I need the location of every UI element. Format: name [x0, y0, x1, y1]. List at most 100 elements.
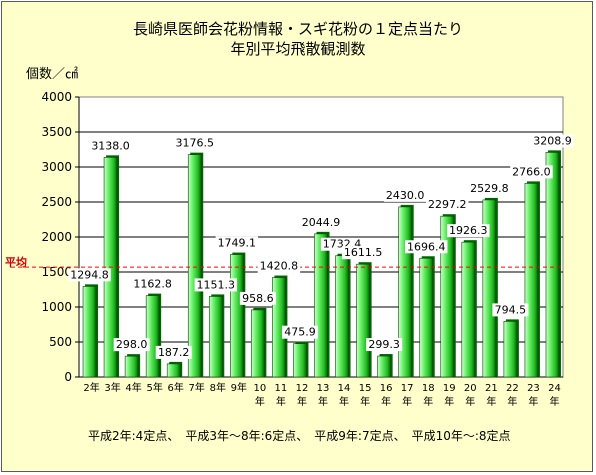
y-tick-label: 0 — [64, 370, 72, 384]
y-tick-label: 2000 — [41, 230, 72, 244]
y-tick-label: 4000 — [41, 90, 72, 104]
data-label-bg — [113, 338, 150, 352]
chart-subtitle: 年別平均飛散観測数 — [230, 40, 366, 58]
data-label: 1420.8 — [260, 260, 299, 273]
data-label-bg — [510, 165, 553, 179]
bar — [166, 363, 181, 378]
x-tick-label-year: 年 — [339, 395, 349, 408]
bar — [356, 263, 370, 378]
data-label: 1294.8 — [70, 268, 109, 281]
bar — [314, 233, 328, 378]
data-label: 794.5 — [495, 303, 527, 316]
x-tick-label-year: 年 — [444, 395, 454, 408]
chart-title: 長崎県医師会花粉情報・スギ花粉の１定点当たり — [132, 20, 463, 38]
data-label-bg — [531, 134, 574, 148]
x-tick-label: 6年 — [168, 381, 184, 394]
data-label-bg — [426, 198, 469, 212]
x-tick-label: 3年 — [104, 381, 120, 394]
x-tick-label-year: 年 — [465, 395, 475, 408]
bar — [187, 154, 202, 378]
data-label-bg — [215, 236, 259, 250]
bar — [124, 355, 139, 378]
x-tick-label: 4年 — [125, 381, 141, 394]
x-tick-label-year: 年 — [423, 395, 433, 408]
x-tick-label-year: 年 — [549, 395, 559, 408]
data-label-bg — [492, 303, 529, 317]
bar — [145, 295, 160, 378]
data-label-bg — [68, 268, 111, 282]
y-tick-label: 500 — [49, 335, 72, 349]
x-tick-label-year: 年 — [507, 395, 517, 408]
x-tick-label: 11 — [275, 383, 288, 394]
bar — [419, 257, 434, 378]
bar — [482, 199, 497, 378]
x-tick-label: 13 — [317, 383, 330, 394]
data-label: 1162.8 — [133, 278, 172, 291]
bar — [524, 183, 539, 378]
data-label: 2529.8 — [470, 182, 509, 195]
y-tick-label: 1000 — [41, 300, 72, 314]
data-label: 3208.9 — [533, 134, 572, 147]
x-tick-label-year: 年 — [381, 395, 391, 408]
x-tick-label-year: 年 — [402, 395, 412, 408]
data-label: 1749.1 — [218, 237, 257, 250]
data-label: 1926.3 — [449, 224, 488, 237]
y-tick-label: 3000 — [41, 160, 72, 174]
x-tick-label: 9年 — [231, 381, 247, 394]
y-tick-label: 1500 — [41, 265, 72, 279]
data-label: 1696.4 — [407, 240, 446, 253]
data-label: 1611.5 — [344, 246, 383, 259]
bar — [230, 254, 244, 378]
data-label-bg — [173, 136, 216, 150]
x-tick-label: 2年 — [83, 381, 99, 394]
data-label-bg — [341, 246, 385, 260]
bar — [461, 241, 476, 378]
data-label-bg — [405, 240, 448, 254]
x-tick-label-year: 年 — [360, 395, 370, 408]
data-label-bg — [281, 325, 318, 339]
bar — [335, 255, 349, 378]
data-label-bg — [131, 277, 174, 291]
data-label-bg — [89, 139, 132, 153]
data-label-bg — [366, 338, 403, 352]
data-label-bg — [299, 215, 343, 229]
data-label: 187.2 — [158, 346, 190, 359]
data-label-bg — [468, 181, 511, 195]
data-label: 2297.2 — [428, 198, 467, 211]
data-label-bg — [257, 259, 301, 273]
x-tick-label: 10 — [254, 383, 267, 394]
data-label: 475.9 — [284, 326, 316, 339]
x-tick-label: 23 — [527, 383, 540, 394]
data-label: 1151.3 — [197, 278, 236, 291]
x-tick-label: 19 — [443, 383, 456, 394]
bar — [545, 152, 560, 378]
x-tick-label-year: 年 — [486, 395, 496, 408]
y-tick-label: 3500 — [41, 125, 72, 139]
x-tick-label: 17 — [401, 383, 414, 394]
data-label: 2044.9 — [302, 216, 341, 229]
x-tick-label-year: 年 — [528, 395, 538, 408]
data-label: 298.0 — [116, 338, 148, 351]
data-label-bg — [447, 224, 490, 238]
average-label: 平均 — [5, 255, 27, 269]
x-tick-label: 8年 — [210, 381, 226, 394]
x-tick-label: 21 — [485, 383, 498, 394]
x-tick-label-year: 年 — [255, 395, 265, 408]
bar — [440, 215, 455, 378]
x-tick-label-year: 年 — [276, 395, 286, 408]
x-tick-label: 18 — [422, 383, 435, 394]
x-tick-label: 7年 — [189, 381, 205, 394]
x-tick-label-year: 年 — [297, 395, 307, 408]
data-label: 2430.0 — [386, 189, 425, 202]
y-tick-label: 2500 — [41, 195, 72, 209]
y-axis-label: 個数／㎠ — [26, 67, 79, 82]
data-label-bg — [155, 345, 192, 359]
data-label: 2766.0 — [512, 165, 551, 178]
x-tick-label-year: 年 — [318, 395, 328, 408]
bar — [208, 296, 223, 378]
x-tick-label: 5年 — [146, 381, 162, 394]
bar — [251, 309, 265, 378]
bar — [503, 321, 518, 378]
x-tick-label: 15 — [359, 383, 372, 394]
